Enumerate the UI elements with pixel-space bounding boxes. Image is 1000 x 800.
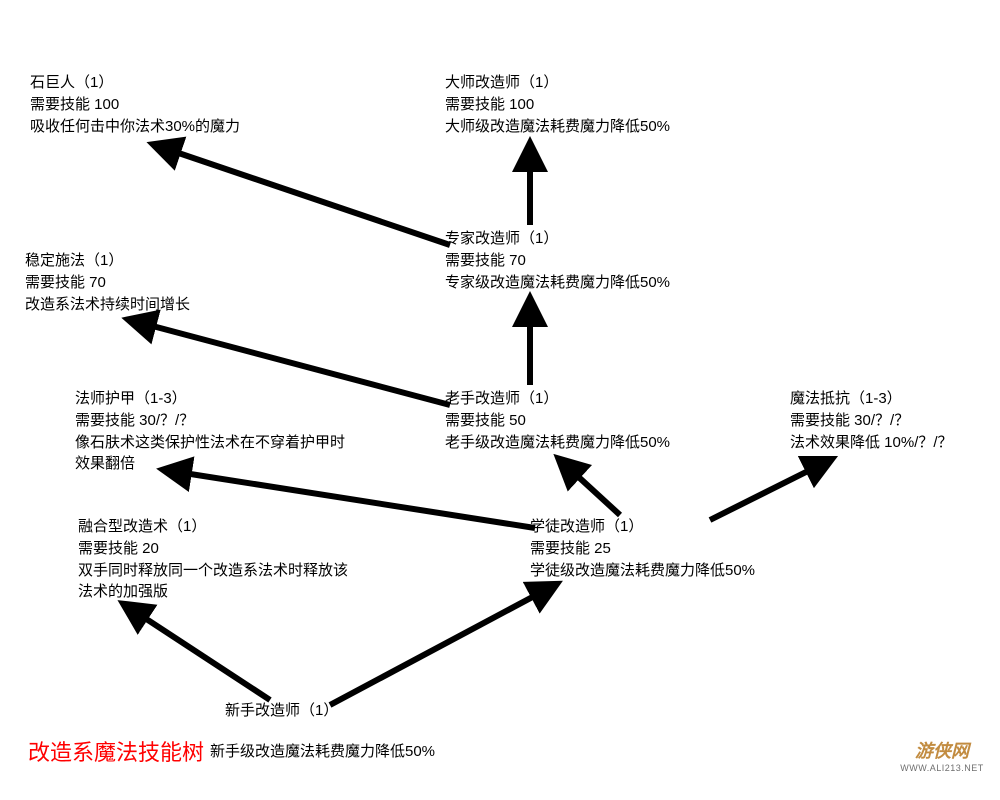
watermark-main: 游侠网: [915, 741, 969, 761]
edge-apprentice_alterer-to-magic_resist: [710, 460, 830, 520]
node-line: 需要技能 100: [445, 94, 670, 116]
node-line: 老手改造师（1）: [445, 388, 670, 410]
node-line: 专家改造师（1）: [445, 228, 670, 250]
node-line: 学徒级改造魔法耗费魔力降低50%: [530, 560, 755, 582]
node-line: 学徒改造师（1）: [530, 516, 755, 538]
node-line: 石巨人（1）: [30, 72, 240, 94]
node-line: 魔法抵抗（1-3）: [790, 388, 953, 410]
node-magic-resist: 魔法抵抗（1-3） 需要技能 30/？/？ 法术效果降低 10%/？/？: [790, 388, 953, 453]
node-line: 双手同时释放同一个改造系法术时释放该: [78, 560, 348, 582]
node-line: 专家级改造魔法耗费魔力降低50%: [445, 272, 670, 294]
node-line: 需要技能 70: [25, 272, 190, 294]
node-expert-alterer: 专家改造师（1） 需要技能 70 专家级改造魔法耗费魔力降低50%: [445, 228, 670, 293]
tree-subtitle: 新手级改造魔法耗费魔力降低50%: [210, 740, 435, 761]
node-line: 法师护甲（1-3）: [75, 388, 345, 410]
node-apprentice-alterer: 学徒改造师（1） 需要技能 25 学徒级改造魔法耗费魔力降低50%: [530, 516, 755, 581]
node-line: 大师级改造魔法耗费魔力降低50%: [445, 116, 670, 138]
node-line: 改造系法术持续时间增长: [25, 294, 190, 316]
node-line: 新手改造师（1）: [225, 700, 338, 722]
node-line: 法术的加强版: [78, 581, 348, 603]
node-line: 像石肤术这类保护性法术在不穿着护甲时: [75, 432, 345, 454]
node-line: 需要技能 30/？/？: [75, 410, 345, 432]
node-mage-armor: 法师护甲（1-3） 需要技能 30/？/？ 像石肤术这类保护性法术在不穿着护甲时…: [75, 388, 345, 475]
watermark-sub: WWW.ALI213.NET: [892, 763, 992, 773]
node-stone-giant: 石巨人（1） 需要技能 100 吸收任何击中你法术30%的魔力: [30, 72, 240, 137]
node-master-alterer: 大师改造师（1） 需要技能 100 大师级改造魔法耗费魔力降低50%: [445, 72, 670, 137]
node-line: 需要技能 50: [445, 410, 670, 432]
node-line: 需要技能 70: [445, 250, 670, 272]
node-stable-cast: 稳定施法（1） 需要技能 70 改造系法术持续时间增长: [25, 250, 190, 315]
node-line: 融合型改造术（1）: [78, 516, 348, 538]
node-line: 需要技能 100: [30, 94, 240, 116]
edge-expert_alterer-to-stone_giant: [155, 145, 450, 245]
node-line: 效果翻倍: [75, 453, 345, 475]
node-veteran-alterer: 老手改造师（1） 需要技能 50 老手级改造魔法耗费魔力降低50%: [445, 388, 670, 453]
node-line: 吸收任何击中你法术30%的魔力: [30, 116, 240, 138]
node-line: 稳定施法（1）: [25, 250, 190, 272]
watermark: 游侠网 WWW.ALI213.NET: [892, 737, 992, 792]
node-line: 法术效果降低 10%/？/？: [790, 432, 953, 454]
node-line: 大师改造师（1）: [445, 72, 670, 94]
node-fusion-alter: 融合型改造术（1） 需要技能 20 双手同时释放同一个改造系法术时释放该 法术的…: [78, 516, 348, 603]
node-line: 需要技能 25: [530, 538, 755, 560]
edge-novice_alterer-to-apprentice_alterer: [330, 585, 555, 705]
node-novice-alterer: 新手改造师（1）: [225, 700, 338, 722]
tree-title: 改造系魔法技能树: [28, 735, 204, 767]
edge-apprentice_alterer-to-veteran_alterer: [560, 460, 620, 515]
node-line: 老手级改造魔法耗费魔力降低50%: [445, 432, 670, 454]
node-line: 需要技能 20: [78, 538, 348, 560]
node-line: 需要技能 30/？/？: [790, 410, 953, 432]
edge-novice_alterer-to-fusion_alter: [125, 605, 270, 700]
